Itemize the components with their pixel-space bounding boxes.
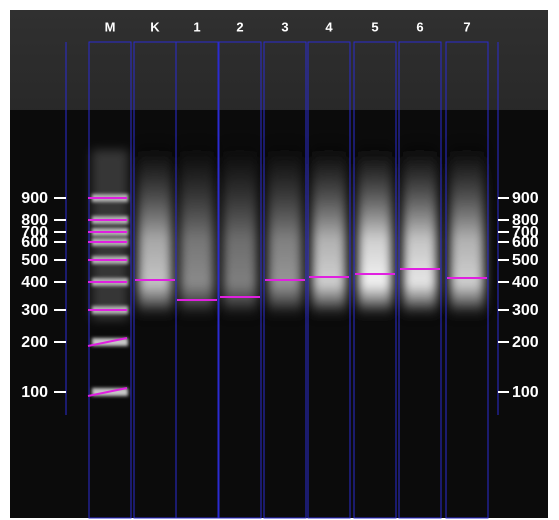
marker-label: 300 <box>512 302 539 319</box>
lane-smear <box>180 140 214 320</box>
lane-label: 4 <box>325 19 333 34</box>
marker-label: 500 <box>512 252 539 269</box>
marker-label: 500 <box>21 252 48 269</box>
lane-label: 5 <box>371 19 378 34</box>
lane-smear <box>138 140 172 320</box>
marker-label: 600 <box>512 234 539 251</box>
lane-smear <box>223 140 257 320</box>
marker-label: 200 <box>512 334 539 351</box>
lane-label: 2 <box>236 19 243 34</box>
marker-label: 400 <box>21 274 48 291</box>
marker-label: 100 <box>21 384 48 401</box>
marker-label: 300 <box>21 302 48 319</box>
marker-label: 400 <box>512 274 539 291</box>
lane-smear <box>450 140 484 320</box>
marker-label: 200 <box>21 334 48 351</box>
lane-smear <box>403 140 437 320</box>
lane-smear <box>312 140 346 320</box>
lane-label: K <box>150 19 160 34</box>
marker-label: 600 <box>21 234 48 251</box>
ladder-glow <box>92 150 128 320</box>
lane-label: M <box>105 19 116 34</box>
marker-label: 900 <box>21 190 48 207</box>
lane-label: 3 <box>281 19 288 34</box>
marker-label: 100 <box>512 384 539 401</box>
lane-smear <box>268 140 302 320</box>
lane-label: 1 <box>193 19 200 34</box>
lane-smear <box>358 140 392 320</box>
lane-label: 6 <box>416 19 423 34</box>
lane-label: 7 <box>463 19 470 34</box>
gel-image: MK12345679009008008007007006006005005004… <box>0 0 559 520</box>
marker-label: 900 <box>512 190 539 207</box>
